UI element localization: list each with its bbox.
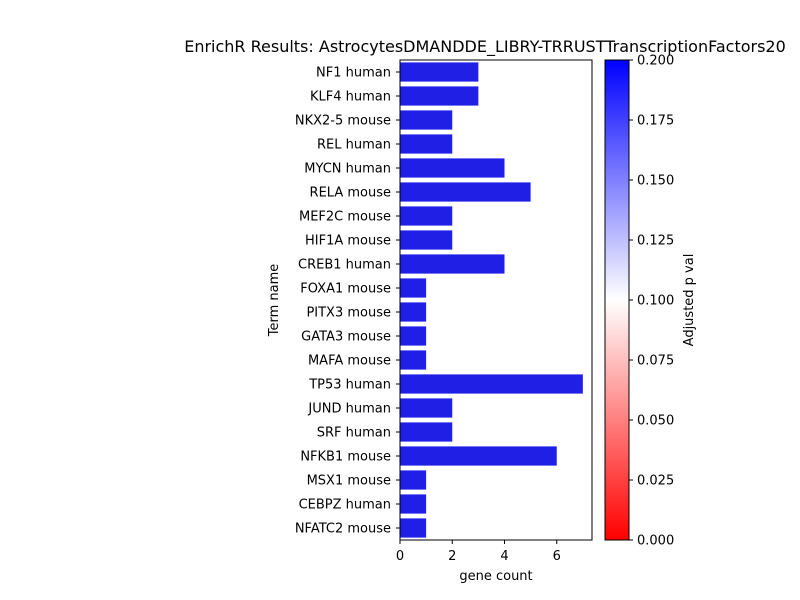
bar	[400, 206, 453, 226]
colorbar-tick-label: 0.000	[637, 534, 674, 549]
bar	[400, 230, 453, 250]
colorbar-tick-label: 0.075	[637, 354, 674, 369]
x-tick-label: 2	[448, 549, 456, 564]
bar	[400, 134, 453, 154]
bar	[400, 278, 427, 298]
bar	[400, 326, 427, 346]
y-tick-label: NKX2-5 mouse	[295, 114, 391, 129]
y-tick-label: FOXA1 mouse	[300, 282, 391, 297]
colorbar-label: Adjusted p val	[682, 254, 697, 347]
colorbar-tick-label: 0.150	[637, 174, 674, 189]
colorbar-tick-label: 0.025	[637, 474, 674, 489]
chart-title: EnrichR Results: AstrocytesDMANDDE_LIBRY…	[184, 37, 786, 57]
y-tick-label: NFKB1 mouse	[300, 450, 391, 465]
bar	[400, 158, 505, 178]
y-axis-label: Term name	[267, 264, 282, 338]
x-tick-label: 0	[396, 549, 404, 564]
y-tick-label: CREB1 human	[298, 258, 391, 273]
colorbar-tick-label: 0.100	[637, 294, 674, 309]
bar	[400, 62, 479, 82]
plot-frame	[399, 59, 593, 541]
y-tick-label: KLF4 human	[310, 90, 391, 105]
colorbar	[604, 59, 630, 541]
bar	[400, 350, 427, 370]
y-tick-label: GATA3 mouse	[301, 330, 391, 345]
y-tick-label: REL human	[317, 138, 391, 153]
bar	[400, 494, 427, 514]
bar	[400, 422, 453, 442]
bar	[400, 86, 479, 106]
colorbar-tick-label: 0.175	[637, 114, 674, 129]
y-tick-label: MSX1 mouse	[307, 474, 391, 489]
x-tick-label: 4	[500, 549, 508, 564]
bar	[400, 110, 453, 130]
x-ticks: 0 2 4 6	[396, 540, 561, 564]
y-tick-label: TP53 human	[308, 378, 391, 393]
bar	[400, 302, 427, 322]
bar	[400, 398, 453, 418]
y-tick-label: PITX3 mouse	[306, 306, 391, 321]
y-tick-label: CEBPZ human	[299, 498, 391, 513]
y-tick-label: NF1 human	[316, 66, 391, 81]
y-tick-label: MYCN human	[304, 162, 391, 177]
bar	[400, 254, 505, 274]
y-tick-label: SRF human	[317, 426, 391, 441]
bar	[400, 374, 583, 394]
colorbar-ticks: 0.000 0.025 0.050 0.075 0.100 0.125 0.150 0.175…	[629, 54, 674, 549]
colorbar-tick-label: 0.125	[637, 234, 674, 249]
bar	[400, 182, 531, 202]
y-tick-label: MEF2C mouse	[299, 210, 391, 225]
y-tick-label: NFATC2 mouse	[295, 522, 391, 537]
y-tick-label: RELA mouse	[310, 186, 391, 201]
y-tick-label: JUND human	[307, 402, 391, 417]
colorbar-tick-label: 0.050	[637, 414, 674, 429]
x-axis-label: gene count	[459, 569, 532, 584]
bar	[400, 518, 427, 538]
colorbar-tick-label: 0.200	[637, 54, 674, 69]
bar	[400, 470, 427, 490]
y-tick-label: MAFA mouse	[308, 354, 391, 369]
bar	[400, 446, 557, 466]
x-tick-label: 6	[553, 549, 561, 564]
y-tick-label: HIF1A mouse	[305, 234, 391, 249]
y-tick-labels: NF1 human KLF4 human NKX2-5 mouse REL human…	[295, 66, 400, 537]
bars-group	[400, 62, 583, 538]
